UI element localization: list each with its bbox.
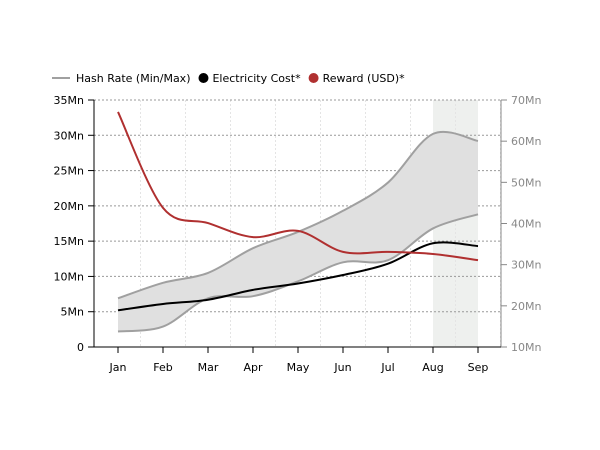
hash-rate-max-line xyxy=(117,130,479,300)
left-axis-label: 15Mn xyxy=(54,235,84,248)
x-axis-label: Mar xyxy=(198,361,219,374)
legend-label: Hash Rate (Min/Max) xyxy=(76,72,190,85)
left-axis-label: 5Mn xyxy=(61,306,84,319)
legend-dot-icon xyxy=(198,73,209,83)
x-axis-label: Apr xyxy=(243,361,263,374)
legend-item: Hash Rate (Min/Max) xyxy=(52,72,190,85)
x-axis-label: Feb xyxy=(153,361,172,374)
right-axis-label: 40Mn xyxy=(511,218,541,231)
x-axis-label: Jan xyxy=(109,361,127,374)
x-axis-label: Jul xyxy=(380,361,394,374)
x-axis-label: Aug xyxy=(422,361,443,374)
left-axis-label: 0 xyxy=(77,341,84,354)
right-axis-label: 30Mn xyxy=(511,259,541,272)
left-axis-label: 20Mn xyxy=(54,200,84,213)
reward-usd-line xyxy=(117,111,479,262)
right-axis-label: 10Mn xyxy=(511,341,541,354)
legend-item: Reward (USD)* xyxy=(308,72,406,85)
right-axis-label: 70Mn xyxy=(511,94,541,107)
right-axis-label: 20Mn xyxy=(511,300,541,313)
x-axis-label: Jun xyxy=(333,361,351,374)
legend-dot-icon xyxy=(308,73,319,83)
x-axis-label: May xyxy=(287,361,310,374)
right-axis-label: 60Mn xyxy=(511,135,541,148)
legend-label: Reward (USD)* xyxy=(323,72,406,85)
left-axis-label: 25Mn xyxy=(54,165,84,178)
legend-label: Electricity Cost* xyxy=(212,72,301,85)
left-axis-label: 10Mn xyxy=(54,270,84,283)
hash-rate-min-line xyxy=(117,213,479,333)
right-axis-label: 50Mn xyxy=(511,176,541,189)
x-axis-label: Sep xyxy=(468,361,489,374)
hash-rate-range-area xyxy=(118,131,478,332)
legend-item: Electricity Cost* xyxy=(198,72,301,85)
electricity-cost-line xyxy=(117,241,479,312)
left-axis-label: 30Mn xyxy=(54,129,84,142)
left-axis-label: 35Mn xyxy=(54,94,84,107)
